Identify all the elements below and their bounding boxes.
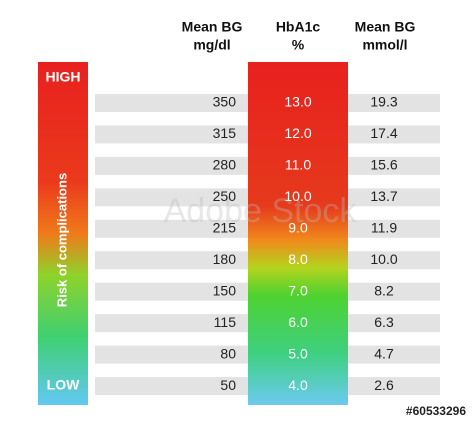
mean-bg-mmol: 19.3	[370, 94, 397, 110]
hba1c-column	[248, 62, 348, 405]
mean-bg-mgdl: 250	[213, 188, 237, 204]
hba1c: 10.0	[284, 188, 311, 204]
mean-bg-mmol: 2.6	[374, 377, 394, 393]
hba1c: 6.0	[288, 314, 308, 330]
column-header: mmol/l	[362, 37, 407, 53]
mean-bg-mmol: 6.3	[374, 314, 394, 330]
hba1c: 8.0	[288, 251, 308, 267]
mean-bg-mmol: 8.2	[374, 282, 394, 298]
hba1c: 13.0	[284, 94, 311, 110]
mean-bg-mgdl: 80	[220, 345, 236, 361]
column-header: HbA1c	[276, 19, 321, 35]
mean-bg-mmol: 10.0	[370, 251, 397, 267]
mean-bg-mgdl: 350	[213, 94, 237, 110]
mean-bg-mmol: 17.4	[370, 125, 397, 141]
hba1c: 12.0	[284, 125, 311, 141]
mean-bg-mmol: 13.7	[370, 188, 397, 204]
mean-bg-mmol: 15.6	[370, 157, 397, 173]
hba1c: 7.0	[288, 282, 308, 298]
mean-bg-mmol: 11.9	[371, 220, 397, 236]
risk-label: Risk of complications	[54, 173, 69, 307]
mean-bg-mgdl: 315	[213, 125, 237, 141]
hba1c: 11.0	[285, 157, 311, 173]
hba1c: 5.0	[288, 345, 308, 361]
mean-bg-mgdl: 180	[213, 251, 237, 267]
risk-bar	[38, 62, 88, 405]
column-header: Mean BG	[355, 19, 416, 35]
table: Mean BG mg/dl HbA1c% Mean BG mmol/l 350 13.0 19…	[182, 19, 416, 393]
mean-bg-mgdl: 215	[213, 220, 237, 236]
column-header: mg/dl	[193, 37, 230, 53]
mean-bg-mgdl: 115	[214, 314, 237, 330]
watermark: Adobe Stock	[164, 192, 358, 230]
hba1c: 4.0	[288, 377, 308, 393]
mean-bg-mgdl: 50	[220, 377, 236, 393]
hba1c: 9.0	[288, 220, 308, 236]
mean-bg-mgdl: 280	[213, 157, 237, 173]
column-header: Mean BG	[182, 19, 243, 35]
low-label: LOW	[47, 377, 80, 393]
mean-bg-mmol: 4.7	[374, 345, 394, 361]
high-label: HIGH	[46, 69, 81, 85]
column-header: %	[292, 37, 305, 53]
mean-bg-mgdl: 150	[213, 282, 237, 298]
image-id: #60533296	[406, 404, 466, 418]
